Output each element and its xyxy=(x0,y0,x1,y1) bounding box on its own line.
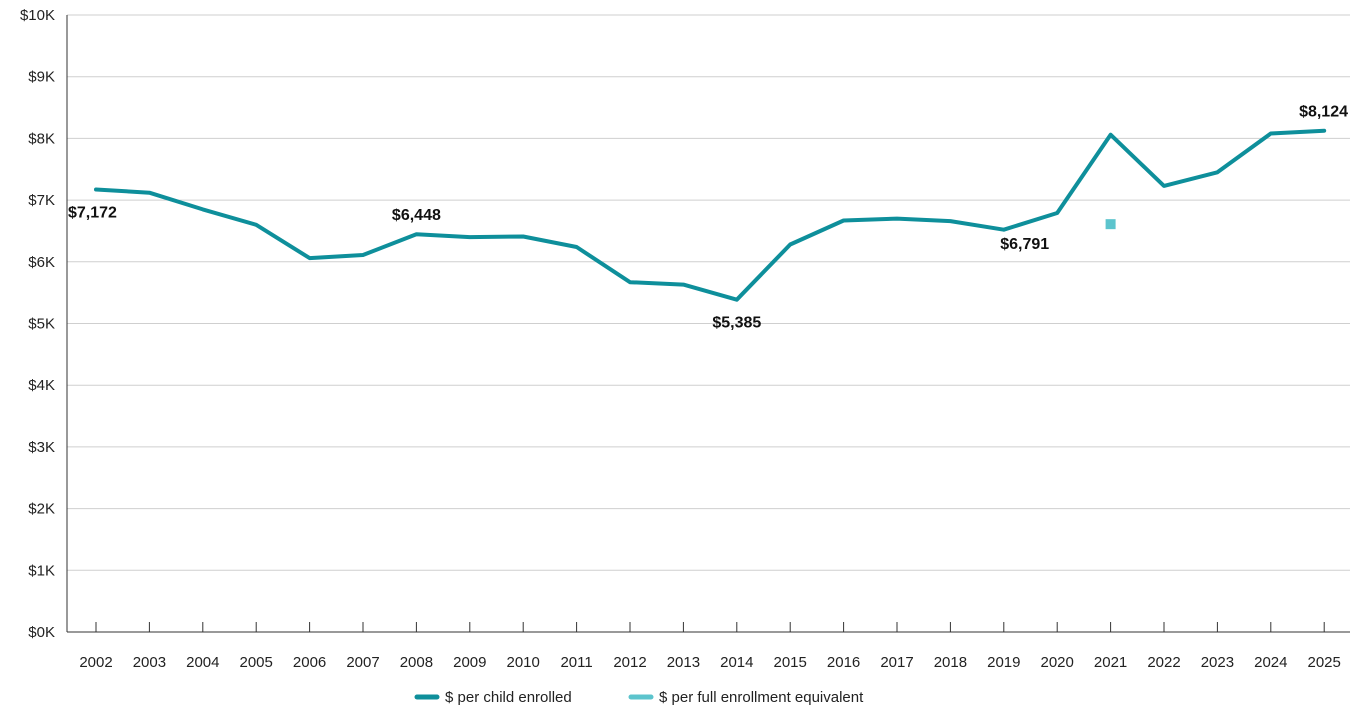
x-tick-label: 2011 xyxy=(560,654,592,671)
x-tick-label: 2025 xyxy=(1308,654,1341,671)
series-layer xyxy=(94,128,1327,302)
x-tick-label: 2010 xyxy=(507,654,540,671)
x-tick-label: 2007 xyxy=(346,654,379,671)
x-tick-label: 2020 xyxy=(1041,654,1074,671)
x-tick-label: 2008 xyxy=(400,654,433,671)
x-tick-label: 2005 xyxy=(240,654,273,671)
x-tick-label: 2013 xyxy=(667,654,700,671)
data-label: $8,124 xyxy=(1299,104,1348,121)
legend-item-per-child: $ per child enrolled xyxy=(414,689,572,706)
y-tick-label: $8K xyxy=(28,130,55,147)
y-tick-label: $9K xyxy=(28,69,55,86)
x-tick-label: 2012 xyxy=(613,654,646,671)
y-tick-label: $0K xyxy=(28,624,55,641)
x-tick-label: 2021 xyxy=(1094,654,1127,671)
x-tick-label: 2023 xyxy=(1201,654,1234,671)
x-tick-label: 2002 xyxy=(79,654,112,671)
data-label: $7,172 xyxy=(68,204,117,221)
x-tick-label: 2004 xyxy=(186,654,219,671)
y-tick-label: $1K xyxy=(28,562,55,579)
series-marker-per-fte xyxy=(1105,219,1116,230)
data-label: $6,791 xyxy=(1000,236,1049,253)
x-tick-label: 2009 xyxy=(453,654,486,671)
x-tick-label: 2014 xyxy=(720,654,753,671)
data-label: $6,448 xyxy=(392,207,441,224)
legend-item-per-fte: $ per full enrollment equivalent xyxy=(628,689,864,706)
y-tick-label: $4K xyxy=(28,377,55,394)
x-tick-label: 2006 xyxy=(293,654,326,671)
y-axis-ticks: $0K $1K $2K $3K $4K $5K $6K $7K $8K $9K $10K xyxy=(20,7,55,641)
x-tick-label: 2024 xyxy=(1254,654,1287,671)
x-tick-label: 2018 xyxy=(934,654,967,671)
legend-label: $ per full enrollment equivalent xyxy=(659,689,864,706)
y-tick-label: $3K xyxy=(28,439,55,456)
x-tick-label: 2017 xyxy=(880,654,913,671)
gridlines xyxy=(67,14,1350,571)
x-tick-label: 2003 xyxy=(133,654,166,671)
legend-label: $ per child enrolled xyxy=(445,689,572,706)
x-tick-label: 2019 xyxy=(987,654,1020,671)
y-tick-label: $10K xyxy=(20,7,55,24)
y-tick-label: $6K xyxy=(28,254,55,271)
data-label: $5,385 xyxy=(712,315,761,332)
x-axis-ticks: 2002 2003 2004 2005 2006 2007 2008 2009 2010 2011… xyxy=(79,622,1341,671)
data-labels: $7,172 $6,448 $5,385 $6,791 $8,124 xyxy=(68,104,1348,332)
x-tick-label: 2016 xyxy=(827,654,860,671)
y-tick-label: $7K xyxy=(28,192,55,209)
series-line-per-child-enrolled xyxy=(94,128,1327,302)
y-tick-label: $2K xyxy=(28,501,55,518)
axes xyxy=(66,15,1350,633)
legend: $ per child enrolled $ per full enrollme… xyxy=(414,689,864,706)
x-tick-label: 2022 xyxy=(1147,654,1180,671)
y-tick-label: $5K xyxy=(28,316,55,333)
x-tick-label: 2015 xyxy=(774,654,807,671)
